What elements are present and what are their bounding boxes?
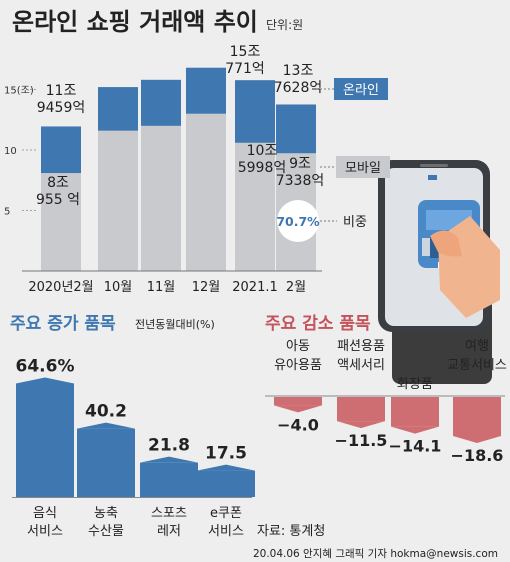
category-label: 서비스 <box>27 524 63 539</box>
data-label: 9459억 <box>37 100 86 116</box>
decrease-bar <box>391 397 439 427</box>
category-label: 레저 <box>157 524 181 539</box>
mobile-bar <box>235 142 275 271</box>
value-label: −11.5 <box>335 431 388 450</box>
data-label: 13조 <box>283 63 314 79</box>
category-label: 화장품 <box>397 377 433 392</box>
x-tick-label: 10월 <box>104 280 133 295</box>
data-label: 10조 <box>247 143 278 159</box>
decrease-bar-cap <box>453 436 501 444</box>
data-label: 5998억 <box>238 160 287 176</box>
page-title: 온라인 쇼핑 거래액 추이 <box>12 8 258 36</box>
x-tick-label: 2월 <box>286 280 306 295</box>
legend-share-label: 비중 <box>343 215 367 230</box>
y-tick-label: 10 <box>4 146 17 157</box>
value-label: −14.1 <box>389 437 442 456</box>
smartphone-illustration-icon <box>378 160 500 384</box>
share-badge <box>277 200 319 242</box>
mobile-bar <box>41 173 81 271</box>
increase-bar <box>197 470 255 497</box>
decrease-bar <box>337 397 385 422</box>
data-label: 9조 <box>289 156 311 172</box>
chart-title: 주요 감소 품목 <box>265 314 371 334</box>
increase-bar-cap <box>197 464 255 471</box>
category-label: 아동 <box>286 339 310 354</box>
y-tick-label: 5 <box>4 207 10 218</box>
category-label: 유아용품 <box>274 358 322 373</box>
chart-subtitle: 전년동월대비(%) <box>135 318 215 331</box>
chart-title: 주요 증가 품목 <box>10 314 116 334</box>
legend-online-label: 온라인 <box>343 83 379 98</box>
decrease-bar <box>453 397 501 437</box>
source-note: 자료: 통계청 <box>257 524 325 539</box>
legend-online-swatch <box>334 78 388 100</box>
value-label: −18.6 <box>451 446 504 465</box>
value-label: 17.5 <box>205 444 247 464</box>
data-label: 771억 <box>225 61 265 77</box>
data-label: 7338억 <box>276 173 325 189</box>
value-label: −4.0 <box>277 415 319 434</box>
increase-bar-cap <box>16 377 74 384</box>
share-value: 70.7% <box>276 214 320 229</box>
increase-bar <box>16 383 74 497</box>
decrease-bar <box>274 397 322 406</box>
decrease-bar-cap <box>274 405 322 413</box>
x-tick-label: 12월 <box>192 280 221 295</box>
y-tick-label: 15(조) <box>4 86 34 97</box>
decrease-bar-cap <box>391 426 439 434</box>
category-label: 패션용품 <box>337 339 385 354</box>
legend-mobile-swatch <box>336 156 390 178</box>
credit-note: 20.04.06 안지혜 그래픽 기자 hokma@newsis.com <box>253 548 498 560</box>
category-label: e쿠폰 <box>210 506 242 521</box>
increase-bar <box>140 462 198 497</box>
category-label: 교통서비스 <box>447 358 507 373</box>
mobile-bar <box>186 113 226 271</box>
unit-label: 단위:원 <box>266 18 303 32</box>
mobile-bar <box>98 130 138 271</box>
category-label: 액세서리 <box>337 358 385 373</box>
increase-bar <box>77 428 135 497</box>
legend-mobile-label: 모바일 <box>345 161 381 176</box>
increase-bar-cap <box>140 456 198 463</box>
category-label: 음식 <box>33 506 57 521</box>
category-label: 여행 <box>465 338 489 354</box>
x-tick-label: 11월 <box>147 280 176 295</box>
online-trend-chart: 5 10 15(조) 2020년2월 10월 11월 12월 2021.1 2월 11조9459억… <box>4 44 390 295</box>
decrease-bar-cap <box>337 421 385 429</box>
x-tick-label: 2021.1 <box>232 280 278 295</box>
x-tick-label: 2020년2월 <box>28 280 93 295</box>
value-label: 64.6% <box>16 356 75 376</box>
category-label: 스포츠 <box>151 506 187 521</box>
value-label: 40.2 <box>85 402 127 422</box>
mobile-bar <box>141 125 181 271</box>
data-label: 7628억 <box>274 80 323 96</box>
value-label: 21.8 <box>148 436 190 456</box>
category-label: 서비스 <box>208 524 244 539</box>
data-label: 955 억 <box>36 192 80 208</box>
data-label: 11조 <box>46 83 77 99</box>
category-label: 농축 <box>94 506 118 521</box>
data-label: 15조 <box>230 44 261 60</box>
data-label: 8조 <box>47 175 69 191</box>
category-label: 수산물 <box>88 524 124 539</box>
increase-bar-cap <box>77 422 135 429</box>
